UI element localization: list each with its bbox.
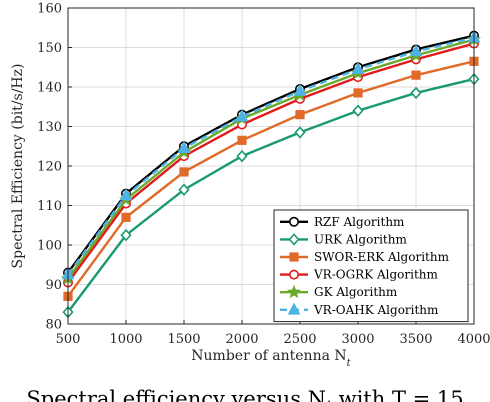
series-line bbox=[67, 38, 475, 280]
legend-item: GK Algorithm bbox=[280, 284, 398, 299]
data-point bbox=[236, 149, 248, 163]
y-tick-label: 120 bbox=[37, 160, 62, 175]
legend-item: RZF Algorithm bbox=[280, 215, 405, 229]
legend-box bbox=[273, 209, 469, 323]
series-line bbox=[67, 36, 475, 276]
data-point bbox=[295, 110, 305, 120]
x-axis-label: Number of antenna Nt bbox=[191, 348, 351, 369]
legend-label: VR-OAHK Algorithm bbox=[313, 303, 439, 317]
legend-label: URK Algorithm bbox=[314, 232, 407, 246]
x-tick-label: 1000 bbox=[109, 332, 142, 347]
y-tick-label: 100 bbox=[37, 239, 62, 254]
legend-item: URK Algorithm bbox=[280, 232, 407, 246]
x-tick-label: 500 bbox=[56, 332, 81, 347]
data-point bbox=[120, 228, 132, 242]
y-tick-label: 150 bbox=[37, 41, 62, 56]
series-line bbox=[67, 34, 475, 274]
legend-label: VR-OGRK Algorithm bbox=[313, 268, 439, 282]
legend-label: SWOR-ERK Algorithm bbox=[314, 250, 450, 264]
data-point bbox=[293, 83, 307, 96]
x-tick-label: 4000 bbox=[457, 332, 490, 347]
data-point bbox=[237, 135, 247, 145]
legend-label: GK Algorithm bbox=[314, 285, 398, 299]
y-tick-label: 110 bbox=[37, 199, 62, 214]
tick-labels: 500 1000 1500 2000 2500 3000 3500 4000 80 90 100 11… bbox=[37, 2, 490, 348]
x-tick-label: 2000 bbox=[225, 332, 258, 347]
chart: 500 1000 1500 2000 2500 3000 3500 4000 80 90 100 11… bbox=[10, 2, 490, 369]
data-point bbox=[178, 183, 190, 196]
series-line bbox=[67, 77, 475, 313]
y-tick-label: 90 bbox=[45, 278, 62, 293]
data-point bbox=[119, 188, 133, 201]
data-point bbox=[235, 109, 249, 122]
data-point bbox=[177, 141, 191, 154]
series-3 bbox=[63, 56, 479, 301]
legend-marker bbox=[287, 302, 301, 315]
x-tick-label: 3000 bbox=[341, 332, 374, 347]
data-point bbox=[353, 88, 363, 98]
legend-marker bbox=[288, 216, 299, 227]
data-point bbox=[351, 62, 365, 75]
series-2 bbox=[62, 72, 480, 319]
figure-caption: Spectral efficiency versus Nt with T = 1… bbox=[26, 387, 464, 402]
legend-item: VR-OGRK Algorithm bbox=[280, 268, 439, 282]
series-line bbox=[67, 60, 475, 298]
data-point bbox=[179, 167, 189, 177]
legend-marker bbox=[287, 284, 301, 299]
data-point bbox=[294, 126, 306, 139]
data-point bbox=[411, 70, 421, 80]
legend-item: SWOR-ERK Algorithm bbox=[280, 250, 450, 264]
legend-item: VR-OAHK Algorithm bbox=[280, 302, 439, 317]
data-point bbox=[409, 44, 423, 57]
y-axis-label: Spectral Efficiency (bit/s/Hz) bbox=[10, 64, 26, 269]
y-tick-label: 140 bbox=[37, 81, 62, 96]
series-layer bbox=[61, 30, 481, 319]
data-point bbox=[121, 212, 131, 222]
x-tick-label: 2500 bbox=[283, 332, 316, 347]
legend-marker bbox=[288, 233, 300, 246]
y-tick-label: 160 bbox=[37, 2, 62, 17]
legend: RZF Algorithm URK Algorithm SWOR-ERK Algor… bbox=[273, 209, 469, 323]
y-tick-label: 80 bbox=[45, 318, 62, 333]
legend-marker bbox=[288, 269, 299, 280]
series-6 bbox=[61, 30, 481, 280]
data-point bbox=[410, 86, 422, 100]
plot-frame bbox=[67, 7, 475, 325]
legend-label: RZF Algorithm bbox=[314, 215, 405, 229]
x-tick-label: 1500 bbox=[167, 332, 200, 347]
y-tick-label: 130 bbox=[37, 120, 62, 135]
legend-marker bbox=[289, 252, 299, 262]
x-tick-label: 3500 bbox=[399, 332, 432, 347]
series-line bbox=[67, 42, 475, 284]
data-point bbox=[352, 104, 364, 117]
